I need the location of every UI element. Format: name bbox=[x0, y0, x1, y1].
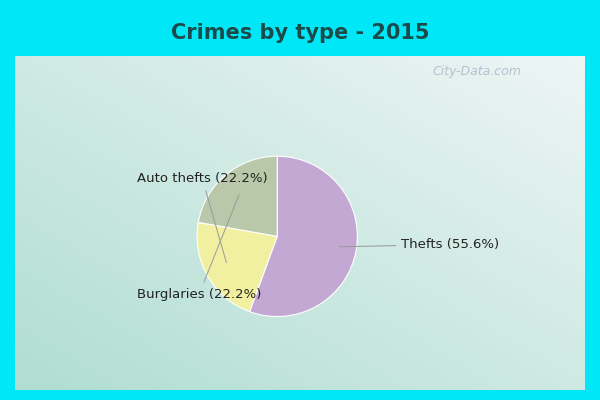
Wedge shape bbox=[198, 156, 277, 236]
Wedge shape bbox=[197, 222, 277, 312]
Text: Auto thefts (22.2%): Auto thefts (22.2%) bbox=[137, 172, 268, 262]
Text: City-Data.com: City-Data.com bbox=[432, 66, 521, 78]
Text: Crimes by type - 2015: Crimes by type - 2015 bbox=[171, 23, 429, 43]
Text: Burglaries (22.2%): Burglaries (22.2%) bbox=[137, 195, 261, 300]
Text: Thefts (55.6%): Thefts (55.6%) bbox=[339, 238, 500, 251]
Wedge shape bbox=[250, 156, 358, 316]
